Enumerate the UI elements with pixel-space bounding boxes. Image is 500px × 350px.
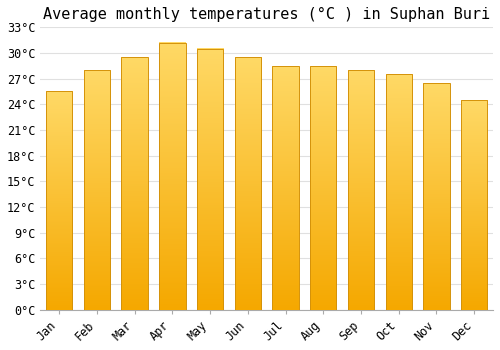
Bar <box>197 49 224 310</box>
Bar <box>348 70 374 310</box>
Bar <box>234 57 261 310</box>
Bar <box>84 70 110 310</box>
Bar <box>46 91 72 310</box>
Bar <box>424 83 450 310</box>
Bar <box>122 57 148 310</box>
Bar <box>386 74 412 310</box>
Bar <box>272 66 299 310</box>
Bar <box>159 43 186 310</box>
Title: Average monthly temperatures (°C ) in Suphan Buri: Average monthly temperatures (°C ) in Su… <box>43 7 490 22</box>
Bar <box>310 66 336 310</box>
Bar <box>461 100 487 310</box>
